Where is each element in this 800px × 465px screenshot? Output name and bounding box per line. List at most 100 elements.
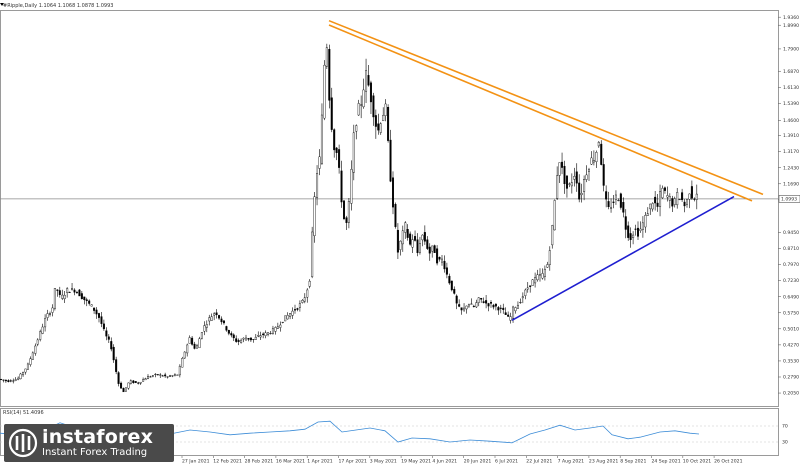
candle-down: [455, 295, 458, 304]
candle-down: [333, 129, 336, 151]
candle-up: [678, 199, 681, 201]
candle-down: [453, 288, 456, 294]
y-tick-label: 1.6870: [783, 69, 799, 75]
candle-up: [311, 231, 314, 277]
trendline-blue[interactable]: [511, 195, 735, 322]
candle-down: [458, 304, 461, 307]
candle-down: [472, 305, 475, 307]
candle-up: [477, 297, 480, 303]
candle-down: [563, 165, 566, 185]
candle-up: [553, 200, 556, 231]
candle-up: [320, 114, 323, 164]
candle-up: [350, 169, 353, 204]
candle-up: [536, 274, 539, 281]
candle-up: [129, 380, 132, 384]
candle-up: [127, 382, 130, 389]
candle-down: [4, 379, 7, 382]
candle-down: [215, 312, 218, 316]
candle-up: [360, 104, 363, 106]
candle-up: [644, 215, 647, 228]
candle-up: [291, 310, 294, 316]
candle-up: [41, 326, 44, 334]
candle-up: [649, 203, 652, 210]
candle-up: [475, 302, 478, 308]
candle-up: [313, 196, 316, 236]
x-tick-label: 28 Feb 2021: [245, 459, 274, 465]
candle-down: [445, 267, 448, 275]
candle-down: [654, 196, 657, 204]
candle-down: [656, 202, 659, 207]
candle-up: [24, 368, 27, 373]
candle-down: [426, 239, 429, 249]
candle-down: [345, 217, 348, 223]
candle-down: [296, 308, 299, 310]
candle-down: [149, 376, 152, 378]
candle-up: [139, 381, 142, 384]
candle-up: [546, 264, 549, 268]
candle-up: [551, 225, 554, 246]
candle-up: [610, 207, 613, 209]
candle-up: [289, 313, 292, 317]
candle-down: [619, 193, 622, 208]
candle-up: [306, 289, 309, 298]
dropdown-triangle-icon[interactable]: [0, 3, 4, 6]
candle-down: [372, 95, 375, 118]
candle-up: [151, 375, 154, 377]
candle-down: [222, 320, 225, 324]
candle-down: [85, 299, 88, 301]
candle-up: [281, 321, 284, 323]
candle-down: [110, 341, 113, 350]
trendline-orange[interactable]: [328, 24, 753, 202]
candle-down: [112, 346, 115, 361]
candle-up: [39, 331, 42, 340]
x-tick-label: 10 Oct 2021: [683, 459, 711, 465]
candle-up: [181, 358, 184, 368]
candle-up: [26, 363, 29, 370]
candle-down: [438, 256, 441, 260]
candle-down: [9, 380, 12, 382]
candle-down: [117, 372, 120, 384]
candle-down: [120, 382, 123, 389]
candle-up: [651, 203, 654, 210]
candle-down: [683, 201, 686, 207]
candle-down: [374, 115, 377, 127]
candle-up: [592, 160, 595, 163]
candle-up: [614, 194, 617, 200]
candle-down: [490, 302, 493, 304]
x-tick-label: 20 Jun 2021: [464, 459, 492, 465]
candle-up: [539, 274, 542, 276]
candle-up: [298, 303, 301, 308]
candle-down: [115, 359, 118, 372]
y-tick-label: 1.4600: [783, 118, 799, 124]
candle-up: [178, 365, 181, 376]
y-tick-label: 0.2050: [783, 391, 799, 397]
candle-down: [83, 296, 86, 301]
candle-down: [93, 307, 96, 311]
candle-down: [416, 239, 419, 253]
candle-up: [588, 169, 591, 172]
candle-up: [29, 358, 32, 365]
candle-down: [237, 340, 240, 342]
candle-up: [188, 337, 191, 344]
candle-up: [19, 373, 22, 380]
candle-up: [688, 193, 691, 200]
trendline-orange[interactable]: [328, 19, 764, 196]
candle-up: [695, 193, 698, 200]
candle-up: [382, 114, 385, 122]
candle-down: [494, 303, 497, 307]
candle-down: [480, 297, 483, 300]
candle-up: [31, 352, 34, 360]
rsi-tick-70: 70: [782, 424, 788, 430]
candle-down: [529, 285, 532, 287]
y-tick-label: 1.2430: [783, 165, 799, 171]
candle-up: [267, 332, 270, 335]
candle-up: [316, 173, 319, 198]
candle-down: [328, 48, 331, 101]
candle-down: [507, 314, 510, 317]
y-tick-label: 1.7900: [783, 47, 799, 53]
candle-down: [107, 336, 110, 340]
candle-up: [301, 300, 304, 303]
candle-down: [450, 280, 453, 291]
candle-down: [637, 227, 640, 237]
candle-up: [632, 234, 635, 238]
